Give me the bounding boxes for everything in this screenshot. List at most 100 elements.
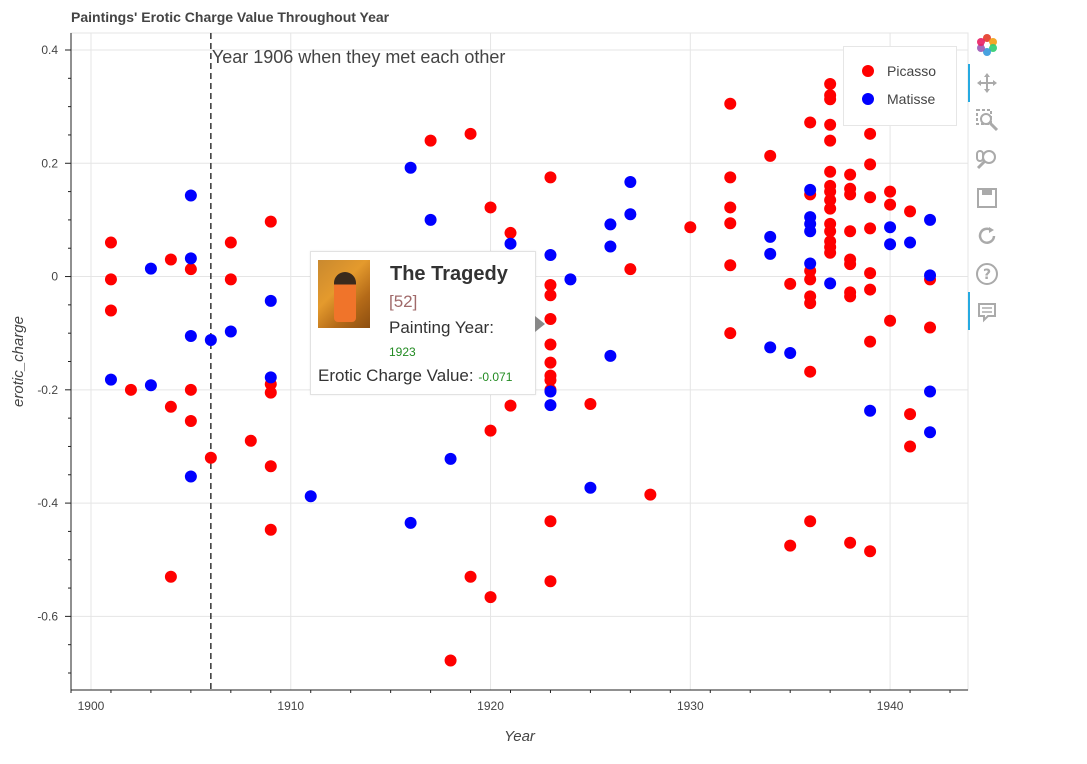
point-matisse [624,208,637,221]
legend-item-picasso[interactable]: Picasso [862,63,936,79]
point-picasso [864,335,877,348]
point-picasso [824,202,837,215]
pan-icon[interactable] [974,70,1000,96]
point-picasso [844,225,857,238]
point-picasso [644,488,657,501]
point-picasso [164,253,177,266]
legend-label-picasso: Picasso [887,63,937,79]
point-picasso [804,116,817,129]
point-picasso [904,205,917,218]
point-matisse [604,349,617,362]
x-axis-label: Year [504,728,536,745]
point-picasso [864,191,877,204]
y-tick-label: -0.2 [37,383,58,397]
point-picasso [484,591,497,604]
point-picasso [504,226,517,239]
legend: Picasso Matisse [843,46,957,126]
point-matisse [764,341,777,354]
svg-text:?: ? [983,267,991,283]
point-matisse [504,237,517,250]
point-picasso [424,134,437,147]
painting-thumbnail [318,260,370,328]
hover-icon[interactable] [974,299,1000,325]
x-tick-label: 1900 [78,699,105,713]
point-picasso [784,539,797,552]
point-picasso [864,222,877,235]
x-tick-label: 1920 [477,699,504,713]
reset-icon[interactable] [974,223,1000,249]
point-picasso [844,188,857,201]
point-picasso [824,165,837,178]
annotation-label: Year 1906 when they met each other [212,47,506,67]
point-matisse [824,277,837,290]
point-matisse [304,490,317,503]
pan-active-indicator [968,64,970,102]
legend-item-matisse[interactable]: Matisse [862,91,935,107]
point-picasso [864,158,877,171]
point-matisse [144,262,157,275]
point-picasso [544,171,557,184]
point-picasso [864,545,877,558]
tooltip-title: The Tragedy [390,263,508,285]
tooltip-index: [52] [389,292,418,311]
y-tick-label: 0.4 [41,43,58,57]
point-picasso [204,451,217,464]
point-picasso [924,321,937,334]
point-picasso [804,515,817,528]
point-matisse [764,247,777,260]
point-picasso [904,408,917,421]
point-matisse [544,399,557,412]
point-matisse [584,481,597,494]
point-matisse [924,385,937,398]
y-tick-label: -0.4 [37,496,58,510]
point-matisse [184,189,197,202]
point-matisse [924,426,937,439]
point-matisse [924,269,937,282]
point-picasso [844,290,857,303]
hover-active-indicator [968,292,970,330]
tooltip-ec-value: -0.071 [478,370,513,384]
point-picasso [724,201,737,214]
point-picasso [684,221,697,234]
point-picasso [824,225,837,238]
point-matisse [924,213,937,226]
point-matisse [784,347,797,360]
bokeh-logo-icon[interactable] [974,32,1000,58]
tooltip-year-label: Painting Year: [389,318,494,337]
point-matisse [804,225,817,238]
help-icon[interactable]: ? [974,261,1000,287]
point-picasso [544,356,557,369]
point-picasso [864,127,877,140]
point-matisse [264,294,277,307]
point-matisse [884,238,897,251]
x-tick-label: 1910 [277,699,304,713]
point-picasso [804,297,817,310]
point-matisse [404,161,417,174]
tooltip-year-value: 1923 [389,345,416,359]
wheel-zoom-icon[interactable] [974,146,1000,172]
point-picasso [864,283,877,296]
point-picasso [484,201,497,214]
save-icon[interactable] [974,185,1000,211]
y-axis-label: erotic_charge [10,316,27,407]
point-picasso [104,236,117,249]
x-tick-label: 1930 [677,699,704,713]
point-picasso [884,185,897,198]
point-picasso [184,414,197,427]
point-matisse [184,330,197,343]
point-picasso [844,168,857,181]
legend-dot-matisse [862,93,874,105]
point-picasso [244,434,257,447]
point-picasso [844,536,857,549]
point-picasso [724,327,737,340]
point-matisse [804,257,817,270]
point-matisse [444,452,457,465]
point-picasso [544,338,557,351]
point-matisse [544,385,557,398]
tooltip-arrow [535,316,545,332]
box-zoom-icon[interactable] [974,107,1000,133]
point-picasso [164,400,177,413]
point-matisse [264,371,277,384]
point-picasso [544,289,557,302]
